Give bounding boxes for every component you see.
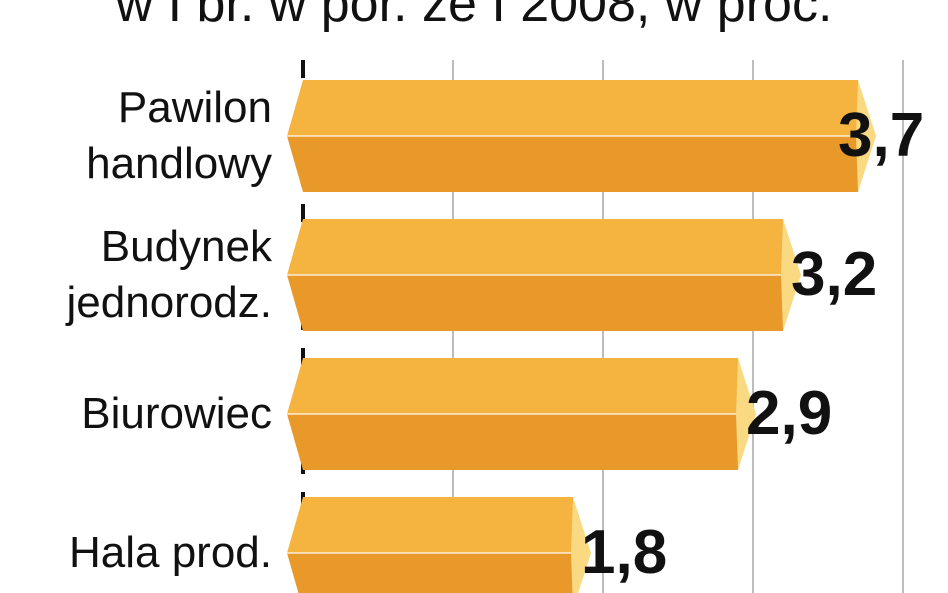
bar-bottom	[287, 275, 783, 331]
bar-bottom	[287, 136, 858, 192]
bar-cap	[571, 497, 591, 593]
data-label: 2,9	[746, 379, 833, 448]
bar-top	[287, 219, 783, 275]
bar-cap	[856, 80, 876, 192]
bar-cap	[736, 358, 756, 470]
data-label: 1,8	[581, 518, 668, 587]
category-label-line: handlowy	[86, 139, 272, 188]
bar-cap	[781, 219, 801, 331]
bar-bottom	[287, 553, 573, 593]
category-label-line: Pawilon	[117, 83, 272, 132]
bar-top	[287, 80, 858, 136]
category-label-line: Hala prod.	[68, 528, 272, 577]
category-label-line: jednorodz.	[66, 278, 272, 327]
category-label: Pawilon handlowy	[0, 80, 272, 192]
category-label: Budynek jednorodz.	[0, 219, 272, 331]
bar-bottom	[287, 414, 738, 470]
data-label: 3,7	[838, 101, 925, 170]
category-label: Biurowiec	[0, 386, 272, 442]
category-label-line: Biurowiec	[81, 389, 272, 438]
data-label: 3,2	[791, 240, 878, 309]
category-label-line: Budynek	[100, 222, 272, 271]
category-label: Hala prod.	[0, 525, 272, 581]
bar-top	[287, 497, 573, 553]
chart-subtitle: w I br. w por. ze I 2008, w proc.	[115, 0, 833, 33]
bar-top	[287, 358, 738, 414]
